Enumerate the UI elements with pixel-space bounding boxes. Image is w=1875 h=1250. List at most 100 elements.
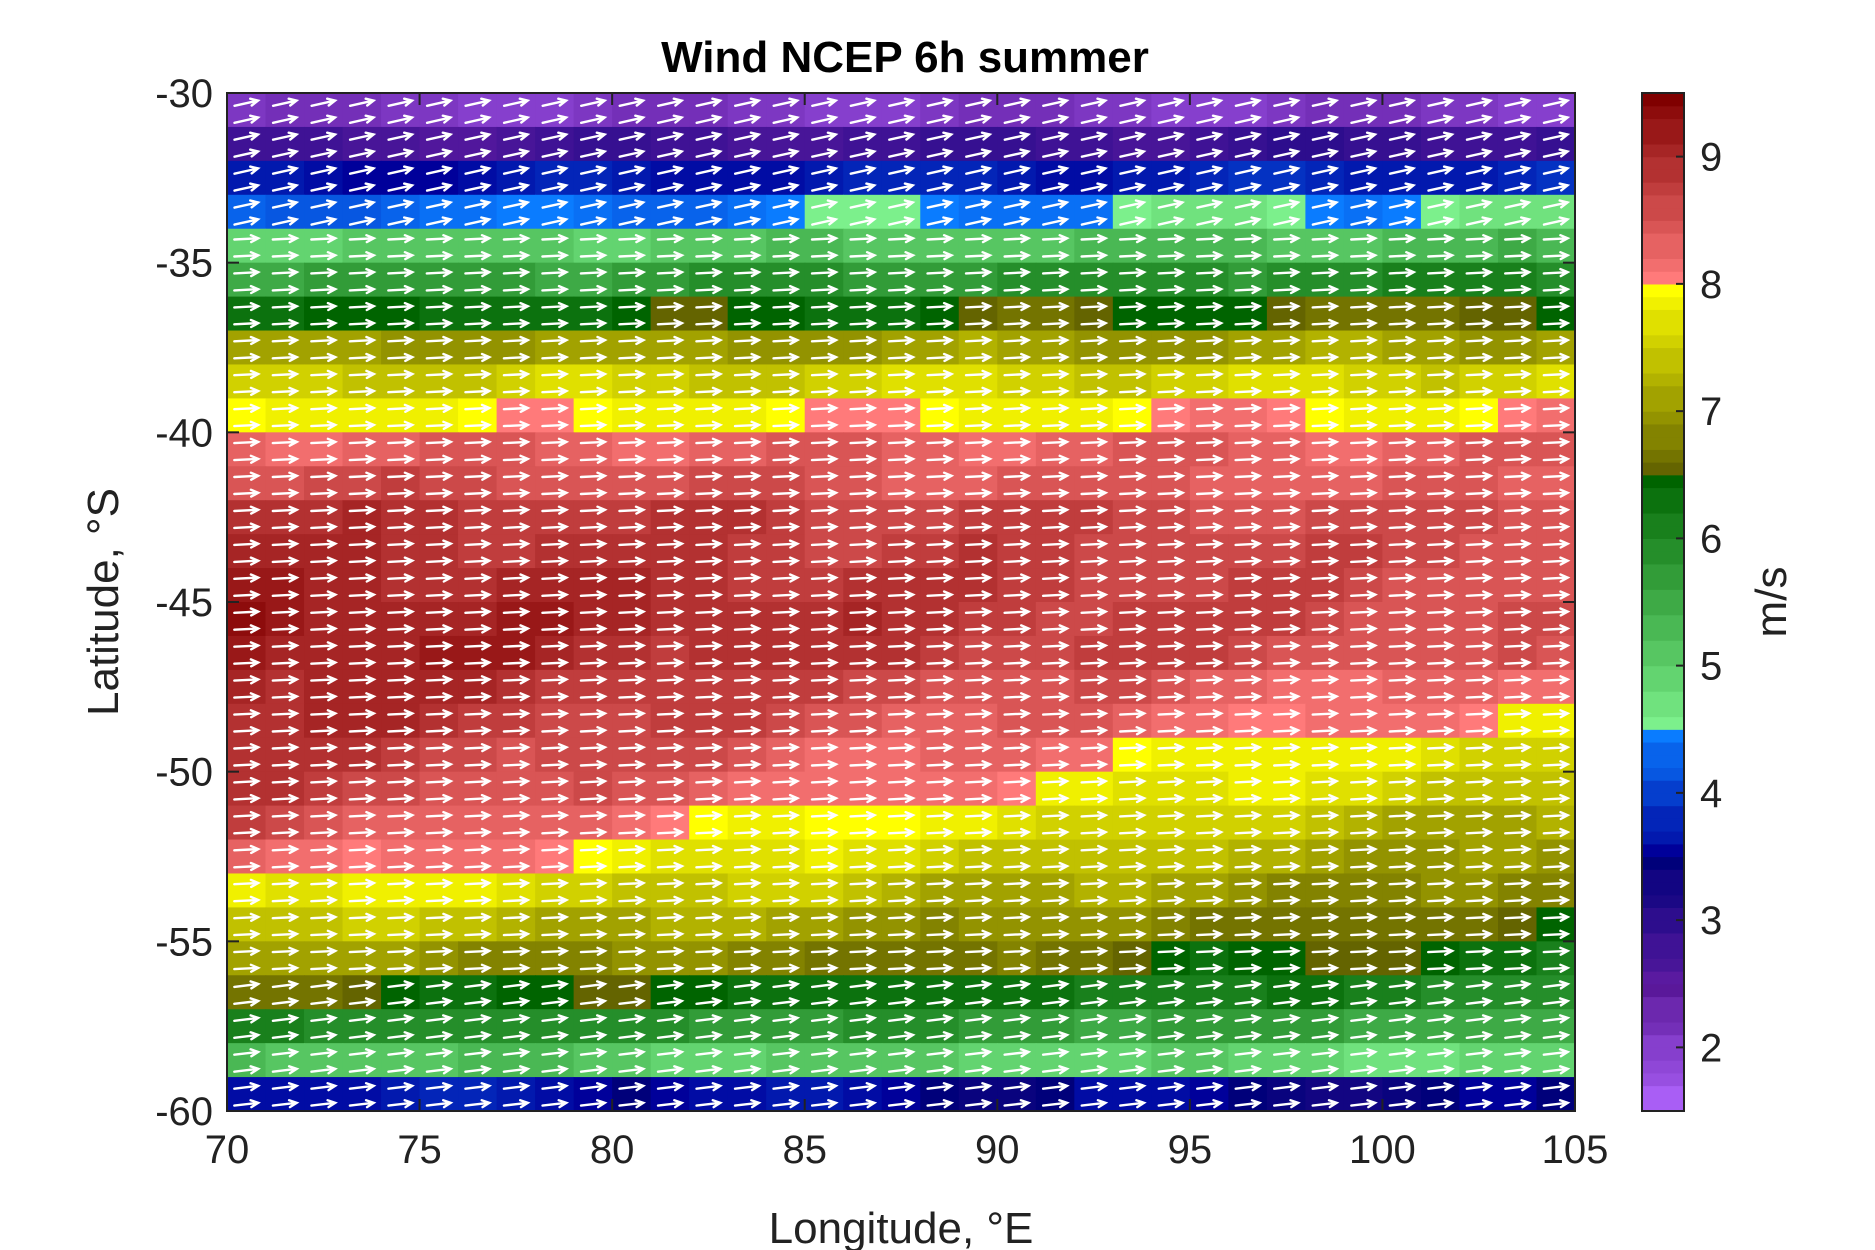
wind-arrow [656,590,685,600]
heatmap-cell [1266,228,1306,264]
heatmap-cell [1497,398,1538,433]
wind-vectors [233,97,1571,1109]
wind-arrow [695,97,723,107]
heatmap-cell [227,1009,267,1044]
wind-arrow [618,827,647,838]
heatmap-cell [304,635,344,671]
heatmap-cell [727,1043,767,1078]
heatmap-cell [342,635,382,671]
heatmap-cell [1035,398,1075,433]
wind-arrow [733,539,762,549]
wind-arrow [425,556,454,566]
wind-arrow [656,539,685,549]
wind-arrow [1311,963,1340,973]
wind-arrow [926,437,955,447]
wind-arrow [1350,912,1378,922]
wind-arrow [849,488,878,498]
wind-arrow [233,251,261,261]
wind-arrow [887,997,916,1007]
wind-arrow [1273,352,1301,363]
wind-arrow [1195,929,1224,939]
wind-arrow [502,776,531,787]
wind-arrow [810,760,839,770]
wind-arrow [1350,607,1378,617]
wind-arrow [1234,946,1263,956]
heatmap-cell [265,126,305,162]
wind-arrow [1195,675,1224,685]
wind-arrow [310,878,339,889]
wind-arrow [1118,437,1147,447]
wind-arrow [1504,1014,1532,1024]
heatmap-cell [1151,635,1191,671]
heatmap-cell [1151,296,1191,332]
wind-arrow [733,267,762,278]
wind-arrow [888,216,916,226]
wind-arrow [849,234,878,244]
heatmap-cell [997,160,1037,196]
wind-arrow [464,929,493,939]
wind-arrow [271,335,300,346]
heatmap-cell [1343,432,1384,467]
wind-arrow [1542,267,1571,278]
heatmap-cell [920,1009,960,1044]
heatmap-cell [1035,771,1075,807]
wind-arrow [618,454,647,464]
wind-arrow [579,641,608,651]
heatmap-cell [304,1009,344,1044]
wind-arrow [926,1099,955,1109]
wind-arrow [579,692,608,702]
heatmap-cell [766,194,806,230]
heatmap-cell [1189,500,1229,535]
wind-arrow [618,1014,647,1024]
x-tick-label: 80 [590,1128,635,1172]
heatmap-cell [535,228,575,264]
heatmap-cell [920,160,960,196]
heatmap-cell [997,771,1037,807]
wind-arrow [233,793,261,804]
heatmap-cell [1420,160,1461,196]
heatmap-cell [1382,228,1422,264]
heatmap-cell [573,398,613,433]
wind-arrow [233,386,261,396]
wind-arrow [348,675,377,685]
wind-arrow [1350,793,1378,804]
heatmap-cell [1420,941,1461,976]
wind-arrow [1119,114,1147,124]
heatmap-cell [1151,602,1191,637]
wind-arrow [695,148,723,158]
heatmap-cell [265,635,305,671]
heatmap-cell [612,330,652,366]
heatmap-cell [997,602,1037,637]
wind-arrow [310,267,339,278]
wind-arrow [1542,522,1571,532]
wind-arrow [1080,403,1109,413]
wind-arrow [1273,963,1301,973]
wind-arrow [310,946,339,956]
wind-arrow [926,403,955,413]
heatmap-cell [997,907,1037,942]
wind-arrow [310,352,339,363]
wind-arrow [502,522,531,532]
wind-arrow [656,760,685,770]
heatmap-cell [1420,602,1461,637]
wind-arrow [271,284,300,295]
wind-arrow [695,267,724,278]
wind-arrow [926,318,955,329]
wind-arrow [1465,386,1494,396]
wind-arrow [965,199,993,209]
wind-arrow [695,437,724,447]
wind-arrow [1196,1099,1224,1109]
heatmap-cell [573,228,613,264]
wind-arrow [618,437,647,447]
heatmap-cell [1035,635,1075,671]
heatmap-cell [496,93,536,128]
wind-arrow [387,97,415,107]
heatmap-cell [727,941,767,976]
wind-arrow [1542,878,1571,889]
heatmap-cell [535,262,575,298]
wind-arrow [1157,607,1186,617]
heatmap-cell [612,534,652,569]
wind-arrow [926,946,955,956]
heatmap-cell [612,364,652,399]
wind-arrow [310,827,339,838]
